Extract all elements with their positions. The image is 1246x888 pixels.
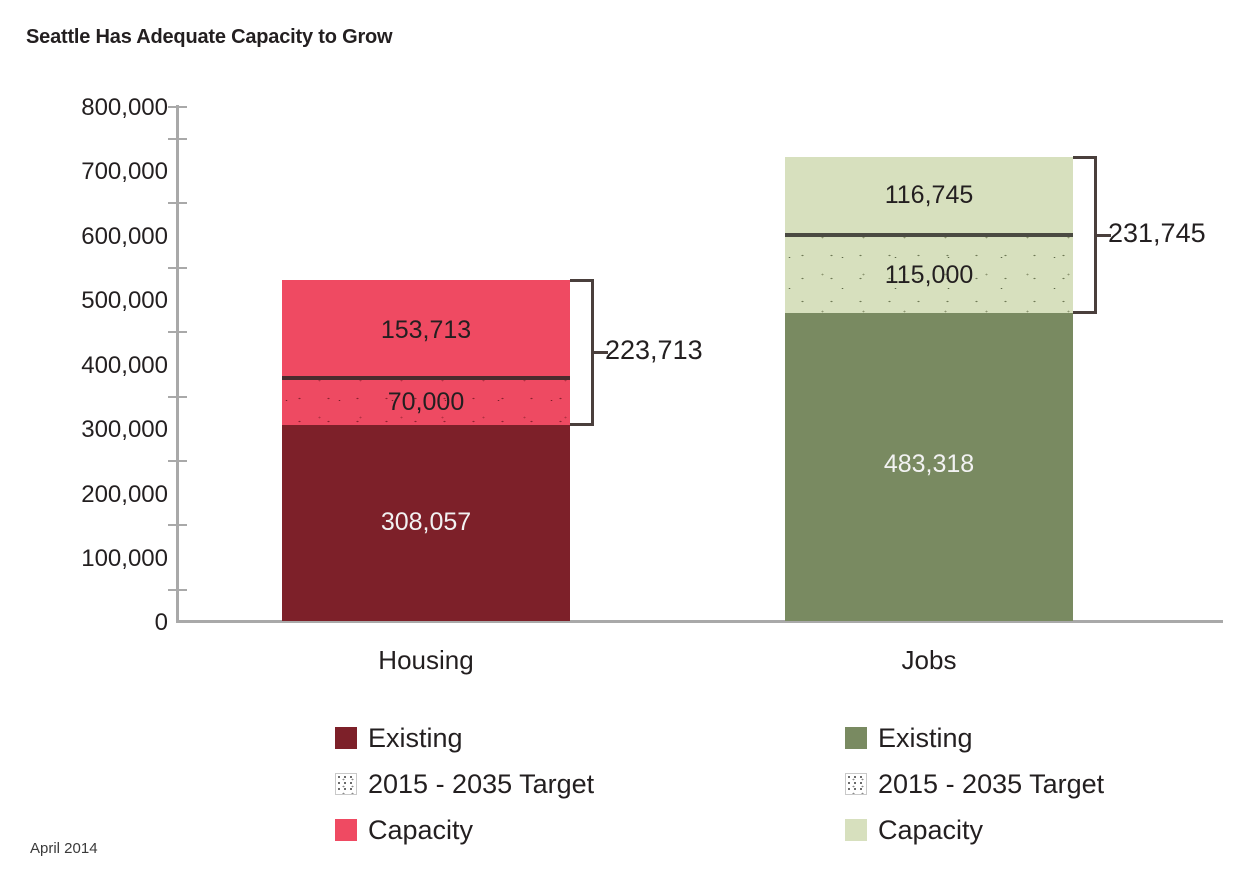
legend-label-housing-target: 2015 - 2035 Target <box>368 768 595 799</box>
y-tick-750000 <box>168 138 187 140</box>
y-tick-800000 <box>168 106 187 108</box>
bracket-housing <box>570 279 594 426</box>
x-axis-category-jobs: Jobs <box>901 645 957 675</box>
y-axis-label-600000: 600,000 <box>81 223 168 250</box>
y-axis-label-800000: 800,000 <box>81 94 168 121</box>
y-axis-label-100000: 100,000 <box>81 545 168 572</box>
bar-segment-housing-target[interactable] <box>282 380 570 425</box>
bar-divider-jobs <box>785 233 1073 237</box>
y-tick-450000 <box>168 331 187 333</box>
bar-label-jobs-capacity: 116,745 <box>884 181 974 209</box>
y-axis-label-300000: 300,000 <box>81 416 168 443</box>
bar-segment-housing-existing[interactable] <box>282 425 570 621</box>
legend-item-jobs-target[interactable]: 2015 - 2035 Target <box>845 761 1104 807</box>
bar-label-housing-existing: 308,057 <box>380 508 472 536</box>
legend-swatch-housing-capacity <box>335 819 357 841</box>
bracket-stem-housing <box>592 351 608 354</box>
legend-item-jobs-capacity[interactable]: Capacity <box>845 807 1104 853</box>
legend-jobs: Existing 2015 - 2035 Target Capacity <box>845 715 1104 853</box>
legend-swatch-jobs-existing <box>845 727 867 749</box>
legend-label-jobs-capacity: Capacity <box>878 814 984 845</box>
bar-divider-housing <box>282 376 570 380</box>
bar-segment-jobs-capacity[interactable] <box>785 157 1073 233</box>
legend-item-housing-existing[interactable]: Existing <box>335 715 594 761</box>
legend-item-housing-target[interactable]: 2015 - 2035 Target <box>335 761 594 807</box>
bracket-stem-jobs <box>1095 234 1111 237</box>
y-axis-line <box>176 105 179 623</box>
legend-label-jobs-target: 2015 - 2035 Target <box>878 768 1105 799</box>
y-tick-350000 <box>168 396 187 398</box>
bar-group-housing: 153,713 70,000 308,057 <box>282 280 570 621</box>
bar-group-jobs: 116,745 115,000 483,318 <box>785 157 1073 621</box>
y-axis-label-500000: 500,000 <box>81 287 168 314</box>
bracket-label-jobs: 231,745 <box>1108 218 1206 248</box>
y-tick-150000 <box>168 524 187 526</box>
legend-label-housing-existing: Existing <box>368 722 463 753</box>
legend-swatch-housing-target <box>335 773 357 795</box>
bracket-jobs <box>1073 156 1097 314</box>
bar-label-housing-target: 70,000 <box>387 388 465 416</box>
bar-segment-jobs-target[interactable] <box>785 237 1073 313</box>
y-tick-50000 <box>168 589 187 591</box>
legend-swatch-jobs-target <box>845 773 867 795</box>
y-tick-250000 <box>168 460 187 462</box>
bar-label-housing-capacity: 153,713 <box>380 316 472 344</box>
x-axis-category-housing: Housing <box>378 645 474 675</box>
bar-label-jobs-existing: 483,318 <box>883 450 975 478</box>
y-axis-label-200000: 200,000 <box>81 481 168 508</box>
x-axis-line <box>176 620 1223 623</box>
legend-item-jobs-existing[interactable]: Existing <box>845 715 1104 761</box>
y-tick-550000 <box>168 267 187 269</box>
legend-housing: Existing 2015 - 2035 Target Capacity <box>335 715 594 853</box>
legend-item-housing-capacity[interactable]: Capacity <box>335 807 594 853</box>
bar-label-jobs-target: 115,000 <box>884 261 974 289</box>
legend-label-jobs-existing: Existing <box>878 722 973 753</box>
legend-swatch-housing-existing <box>335 727 357 749</box>
footer-date: April 2014 <box>30 840 98 857</box>
y-axis-label-400000: 400,000 <box>81 352 168 379</box>
y-tick-650000 <box>168 202 187 204</box>
y-axis-label-700000: 700,000 <box>81 158 168 185</box>
bracket-label-housing: 223,713 <box>605 335 703 365</box>
chart-title: Seattle Has Adequate Capacity to Grow <box>26 26 393 48</box>
bar-segment-jobs-existing[interactable] <box>785 313 1073 621</box>
legend-label-housing-capacity: Capacity <box>368 814 474 845</box>
legend-swatch-jobs-capacity <box>845 819 867 841</box>
bar-segment-housing-capacity[interactable] <box>282 280 570 379</box>
y-axis-label-0: 0 <box>154 609 168 636</box>
